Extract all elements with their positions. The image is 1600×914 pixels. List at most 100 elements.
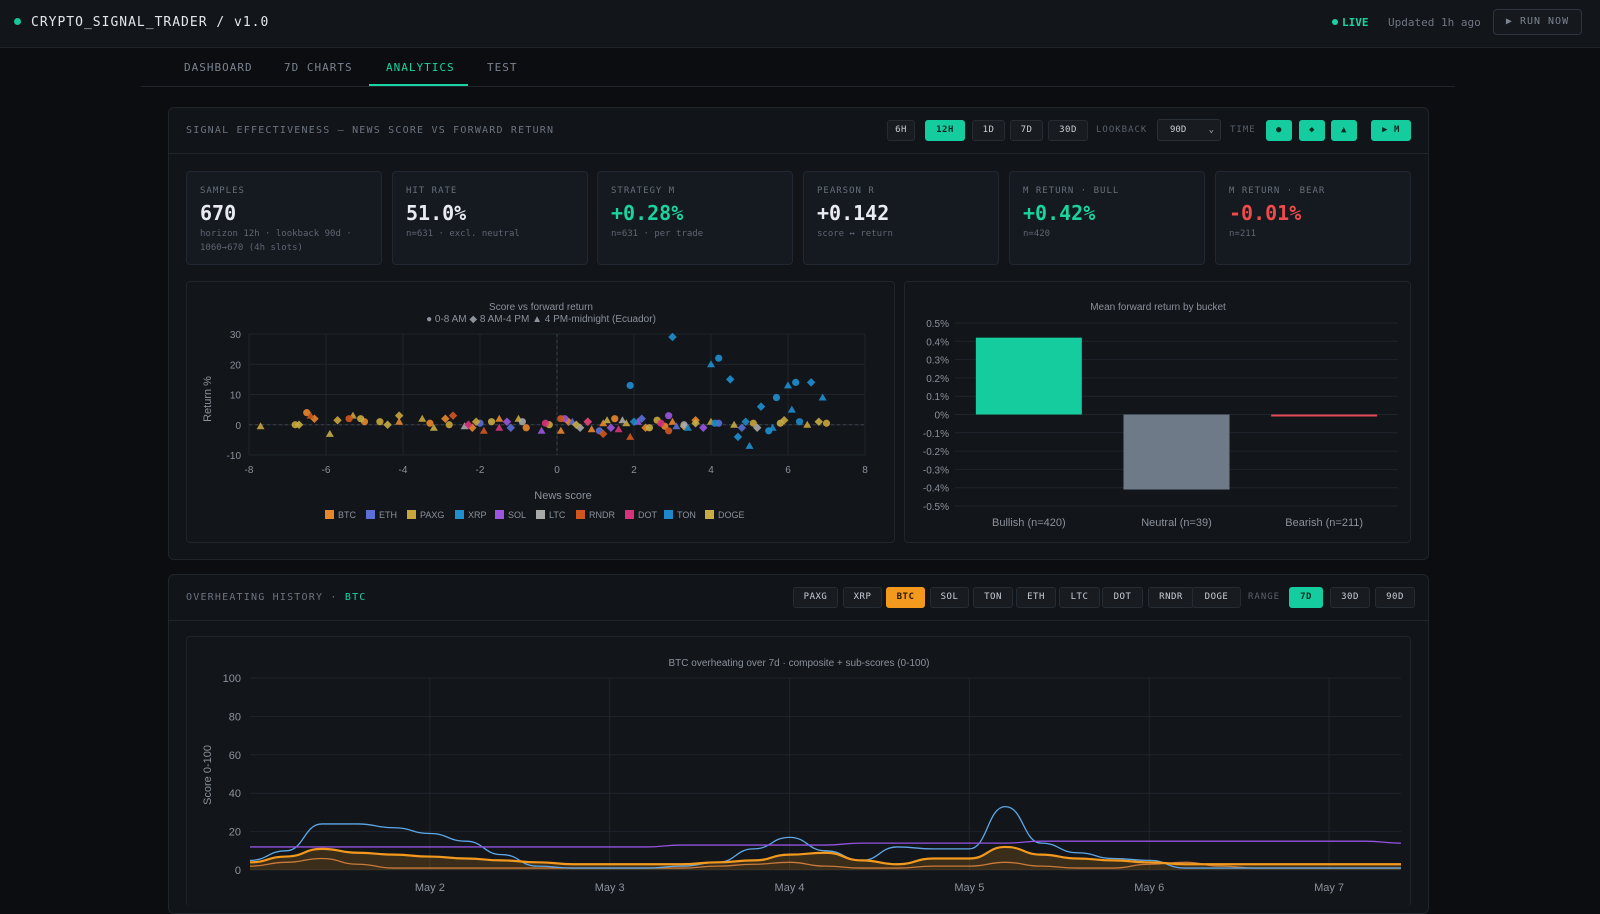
lookback-select[interactable]: 90D ⌄: [1157, 119, 1221, 141]
bucket-title: Mean forward return by bucket: [1090, 302, 1226, 313]
overheat-ytick: 100: [223, 673, 241, 685]
scatter-point: [603, 416, 612, 424]
tab-test[interactable]: TEST: [487, 61, 518, 74]
run-now-button[interactable]: ▶ RUN NOW: [1493, 9, 1582, 35]
bucket-xtick: Neutral (n=39): [1141, 517, 1212, 529]
scatter-point: [618, 416, 627, 424]
bucket-ytick: 0%: [935, 411, 950, 422]
legend-swatch: [407, 510, 416, 519]
scatter-point: [333, 415, 342, 425]
legend-label: SOL: [508, 510, 526, 520]
legend-label: LTC: [549, 510, 566, 520]
scatter-ytick: -10: [227, 451, 242, 462]
panel-header: OVERHEATING HISTORY · BTC PAXG XRP BTC S…: [169, 575, 1428, 621]
time-triangle-button[interactable]: ▲: [1331, 120, 1357, 141]
coin-sol-button[interactable]: SOL: [930, 587, 969, 608]
scatter-point: [426, 419, 434, 427]
coin-ltc-button[interactable]: LTC: [1059, 587, 1100, 608]
coin-dot-button[interactable]: DOT: [1102, 587, 1143, 608]
legend-swatch: [625, 510, 634, 519]
horizon-12h-button[interactable]: 12H: [925, 120, 965, 141]
coin-btc-button[interactable]: BTC: [886, 587, 925, 608]
range-7d-button[interactable]: 7D: [1289, 587, 1323, 608]
coin-eth-button[interactable]: ETH: [1016, 587, 1056, 608]
horizon-7d-button[interactable]: 7D: [1010, 120, 1043, 141]
scatter-point: [583, 417, 593, 426]
horizon-1d-button[interactable]: 1D: [972, 120, 1005, 141]
stat-m-return-bear: M RETURN · BEAR -0.01% n=211: [1215, 171, 1411, 265]
scatter-point: [680, 421, 688, 429]
scatter-point: [345, 415, 353, 423]
scatter-point: [806, 378, 816, 387]
bucket-chart-card: Mean forward return by bucket 0.5% 0.4% 0.…: [904, 281, 1411, 543]
overheat-xtick: May 2: [415, 882, 445, 894]
scatter-point: [556, 426, 565, 434]
stat-value: +0.142: [817, 201, 890, 225]
bucket-ytick: -0.2%: [923, 447, 949, 458]
legend-swatch: [325, 510, 334, 519]
scatter-point: [726, 375, 735, 384]
legend-label: RNDR: [589, 510, 615, 520]
scatter-point: [665, 427, 673, 435]
legend-swatch: [705, 510, 714, 519]
coin-doge-button[interactable]: DOGE: [1192, 587, 1241, 608]
scatter-point: [376, 418, 384, 426]
scatter-point: [464, 420, 473, 429]
stat-label: SAMPLES: [200, 186, 245, 196]
lookback-label: LOOKBACK: [1096, 125, 1148, 135]
scatter-point: [665, 412, 673, 420]
stat-value: +0.42%: [1023, 201, 1096, 225]
top-bar: CRYPTO_SIGNAL_TRADER / v1.0 LIVE Updated…: [0, 0, 1600, 48]
scatter-point: [479, 426, 488, 434]
scatter-point: [814, 417, 824, 426]
stat-samples: SAMPLES 670 horizon 12h · lookback 90d ·…: [186, 171, 382, 265]
overheat-ytick: 40: [229, 788, 241, 800]
scatter-point: [502, 417, 512, 426]
scatter-point: [691, 418, 700, 428]
time-diamond-button[interactable]: ◆: [1299, 120, 1325, 141]
live-dot-icon: [1332, 19, 1338, 25]
range-label: RANGE: [1248, 592, 1281, 602]
legend-label: XRP: [468, 510, 487, 520]
panel-title: OVERHEATING HISTORY · BTC: [186, 592, 367, 603]
legend-swatch: [366, 510, 375, 519]
overheat-grid: 100 80 60 40 20 0 May 2 May 3 May 4 May 5 May 6 May…: [223, 673, 1401, 894]
stat-sub: n=631 · per trade: [611, 229, 704, 239]
overheat-ytick: 0: [235, 865, 241, 877]
active-tab-indicator: [369, 84, 468, 86]
scatter-point: [357, 415, 365, 423]
range-30d-button[interactable]: 30D: [1330, 587, 1370, 608]
scatter-xtick: -4: [399, 465, 408, 476]
coin-paxg-button[interactable]: PAXG: [793, 587, 838, 608]
overheat-line-composite: [249, 845, 1401, 866]
overheat-line-sub-score-A: [249, 805, 1401, 869]
scatter-point: [737, 423, 747, 433]
coin-ton-button[interactable]: TON: [973, 587, 1013, 608]
range-90d-button[interactable]: 90D: [1375, 587, 1415, 608]
coin-xrp-button[interactable]: XRP: [843, 587, 882, 608]
lookback-value: 90D: [1170, 125, 1187, 135]
horizon-30d-button[interactable]: 30D: [1048, 120, 1088, 141]
scatter-point: [733, 432, 743, 442]
scatter-point: [306, 411, 315, 419]
app-title: CRYPTO_SIGNAL_TRADER / v1.0: [31, 15, 270, 30]
scatter-point: [614, 425, 623, 433]
tab-dashboard[interactable]: DASHBOARD: [184, 61, 253, 74]
time-label: TIME: [1230, 125, 1256, 135]
coin-rndr-button[interactable]: RNDR: [1148, 587, 1194, 608]
tab-7d-charts[interactable]: 7D CHARTS: [284, 61, 353, 74]
time-circle-button[interactable]: ●: [1266, 120, 1292, 141]
scatter-point: [383, 420, 392, 429]
horizon-6h-button[interactable]: 6H: [887, 120, 915, 141]
time-mean-button[interactable]: ▶ M: [1371, 120, 1411, 141]
bucket-ytick: 0.1%: [926, 392, 949, 403]
scatter-point: [495, 423, 504, 431]
scatter-point: [657, 419, 665, 427]
scatter-point: [541, 419, 550, 427]
scatter-point: [394, 411, 404, 420]
tab-analytics[interactable]: ANALYTICS: [386, 61, 455, 74]
bucket-ytick: 0.2%: [926, 374, 949, 385]
scatter-point: [418, 414, 427, 422]
scatter-point: [587, 425, 596, 433]
overheat-coin: BTC: [344, 592, 367, 603]
